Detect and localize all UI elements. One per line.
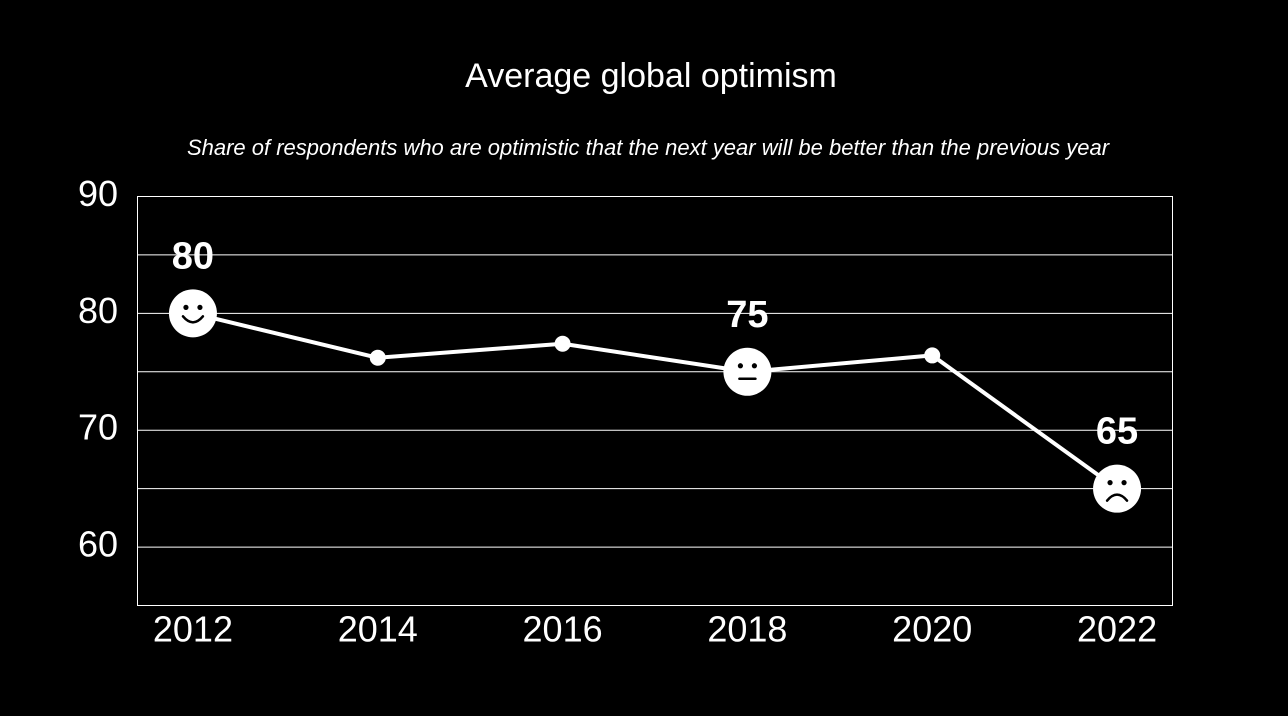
chart-title: Average global optimism xyxy=(465,57,837,95)
data-point xyxy=(924,347,941,364)
x-tick-label: 2022 xyxy=(1077,609,1157,650)
x-tick-label: 2014 xyxy=(338,609,418,650)
data-line xyxy=(192,311,1119,491)
eye xyxy=(183,304,189,310)
data-label: 80 xyxy=(172,235,214,277)
data-point xyxy=(554,335,571,352)
eye xyxy=(751,363,758,369)
x-tick-label: 2016 xyxy=(523,609,603,650)
face-marker xyxy=(723,347,772,396)
x-tick-label: 2020 xyxy=(892,609,972,650)
eye xyxy=(737,363,744,369)
x-tick-label: 2012 xyxy=(153,609,233,650)
eye xyxy=(1107,480,1113,486)
face xyxy=(1093,464,1142,513)
y-tick-label: 90 xyxy=(78,173,118,214)
face-marker xyxy=(168,289,217,338)
face xyxy=(723,347,772,396)
eye xyxy=(197,304,203,310)
eye xyxy=(1121,480,1127,486)
plot-frame xyxy=(137,196,1173,606)
mouth xyxy=(181,315,205,324)
data-point xyxy=(369,349,386,366)
y-tick-label: 80 xyxy=(78,290,118,331)
y-tick-label: 60 xyxy=(78,524,118,565)
mouth xyxy=(1105,493,1129,502)
face xyxy=(168,289,217,338)
face-marker xyxy=(1093,464,1142,513)
data-label: 75 xyxy=(726,294,768,336)
data-label: 65 xyxy=(1096,411,1138,453)
chart-subtitle: Share of respondents who are optimistic … xyxy=(187,135,1111,160)
y-tick-label: 70 xyxy=(78,407,118,448)
x-tick-label: 2018 xyxy=(707,609,787,650)
